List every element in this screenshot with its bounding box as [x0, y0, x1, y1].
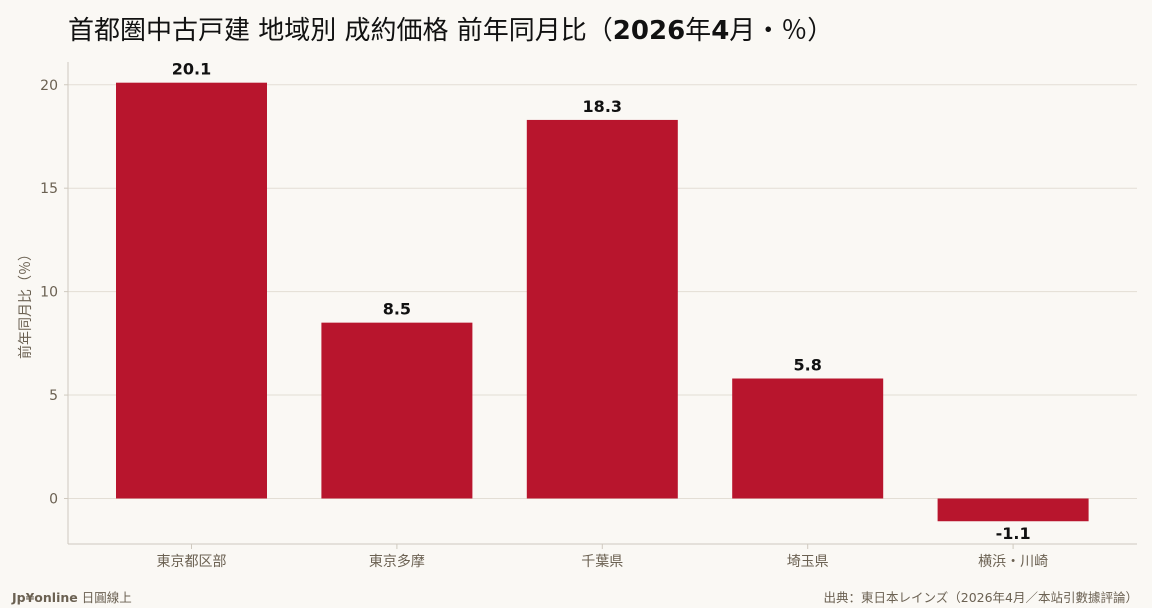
- data-label: 20.1: [172, 60, 211, 79]
- title-month-suffix: 月・％）: [729, 16, 834, 46]
- title-main: 首都圏中古戸建 地域別 成約価格 前年同月比（: [68, 16, 613, 46]
- footer-brand: Jp¥online 日圓線上: [12, 587, 132, 606]
- bar: [526, 119, 678, 499]
- bar: [116, 82, 267, 499]
- x-tick-label: 千葉県: [581, 554, 623, 570]
- data-label: 18.3: [583, 97, 622, 116]
- footer-source: 出典：東日本レインズ（2026年4月／本站引數據評論）: [823, 590, 1138, 605]
- data-label: 5.8: [794, 356, 822, 375]
- title-year: 2026: [612, 16, 686, 46]
- y-tick-label: 0: [49, 491, 58, 507]
- data-label: 8.5: [383, 300, 411, 319]
- x-tick-label: 東京都区部: [157, 554, 227, 570]
- chart-title: 首都圏中古戸建 地域別 成約価格 前年同月比（2026年4月・％）: [68, 10, 833, 47]
- labels: 0 5 10 15 20 20.1 東京都区部 8.5 東京多摩 18.3 千葉県 5.8 埼玉県 -1.…: [17, 60, 1048, 570]
- x-tick-label: 埼玉県: [787, 554, 829, 570]
- bar: [321, 322, 473, 499]
- bar: [732, 378, 884, 499]
- y-axis-label: 前年同月比（％）: [17, 247, 34, 359]
- bars: [116, 82, 1089, 522]
- brand-suffix: 日圓線上: [77, 590, 132, 605]
- y-tick-label: 5: [49, 388, 58, 404]
- x-tick-label: 東京多摩: [369, 553, 425, 570]
- y-tick-label: 15: [40, 181, 58, 197]
- title-year-suffix: 年: [685, 16, 712, 46]
- x-tick-label: 横浜・川崎: [978, 554, 1048, 570]
- y-tick-label: 10: [40, 285, 58, 301]
- title-month: 4: [711, 16, 730, 46]
- bar: [937, 498, 1089, 522]
- y-tick-label: 20: [40, 78, 58, 94]
- brand-name: Jp¥online: [12, 590, 78, 605]
- data-label: -1.1: [996, 524, 1031, 543]
- axes: [64, 62, 1137, 549]
